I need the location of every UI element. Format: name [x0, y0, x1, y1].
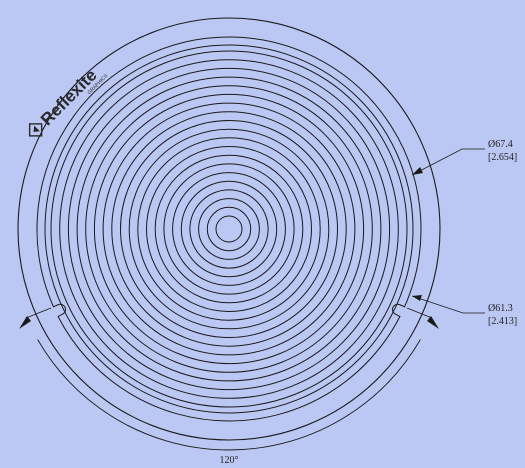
fresnel-ring [154, 154, 304, 304]
inner-diameter-dimension: Ø61.3 [2.413] [411, 295, 517, 327]
fresnel-ring [172, 172, 286, 286]
fresnel-ring [59, 59, 399, 399]
fresnel-ring [102, 102, 356, 356]
outer-diameter-arrowhead [412, 167, 423, 175]
fresnel-ring [120, 120, 338, 338]
fresnel-ring [76, 76, 382, 382]
angle-arrowhead-left [19, 316, 31, 329]
fresnel-ring [146, 146, 312, 312]
fresnel-ring [206, 206, 252, 252]
fresnel-ring [111, 111, 347, 347]
fresnel-rings-group [44, 44, 414, 414]
fresnel-ring [85, 85, 373, 373]
fresnel-ring [180, 180, 278, 278]
fresnel-ring [128, 128, 330, 330]
outer-lens-circle [17, 17, 441, 441]
angle-extension-left [25, 307, 52, 319]
outer-diameter-dimension: Ø67.4 [2.654] [411, 139, 517, 176]
outer-diameter-value: Ø67.4 [488, 139, 513, 150]
fresnel-ring [163, 163, 295, 295]
angle-dimension-arc [37, 339, 421, 451]
fresnel-ring [198, 198, 260, 260]
fresnel-ring [93, 93, 365, 365]
fresnel-ring [50, 50, 408, 408]
fresnel-ring [215, 215, 243, 243]
angle-value: 120° [220, 455, 239, 466]
angle-arrowhead-right [427, 316, 439, 329]
fresnel-ring [67, 67, 391, 391]
inner-diameter-leader [411, 295, 485, 314]
notched-retaining-ring [36, 36, 422, 422]
fresnel-ring [137, 137, 321, 321]
fresnel-ring [189, 189, 269, 269]
inner-diameter-value: Ø61.3 [488, 303, 513, 314]
arrow-badge-icon [28, 123, 43, 137]
outer-diameter-inch: [2.654] [488, 152, 517, 163]
retaining-ring-inner [44, 44, 414, 414]
angle-extension-right [406, 307, 433, 319]
inner-diameter-inch: [2.413] [488, 316, 517, 327]
angle-dimension: 120° [19, 307, 439, 466]
outer-diameter-leader [411, 148, 485, 176]
inner-diameter-arrowhead [412, 295, 422, 301]
